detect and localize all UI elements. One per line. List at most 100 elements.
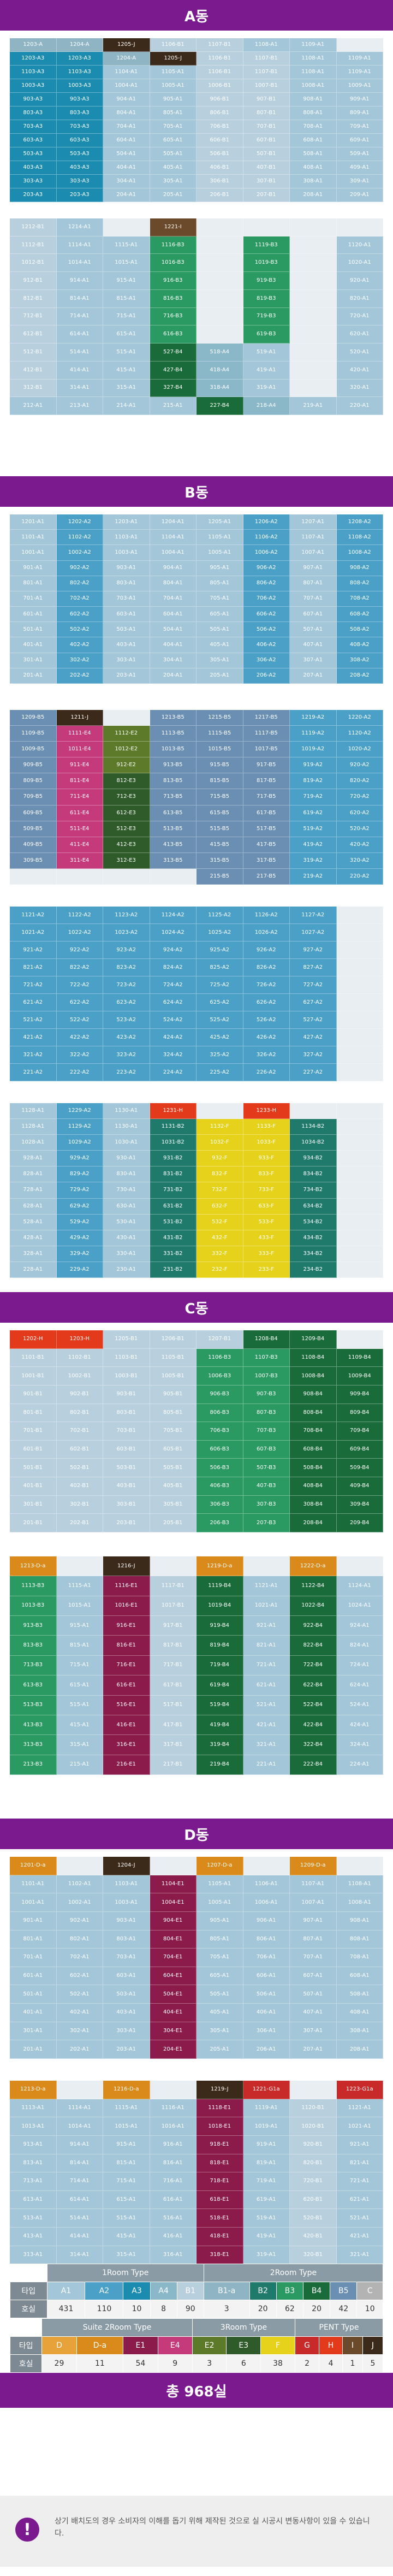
legend-type-cell: B1-a — [203, 2282, 250, 2300]
unit-cell: 812-E3 — [103, 773, 150, 790]
legend-group-header: 2Room Type — [203, 2264, 384, 2282]
unit-cell: 702-B1 — [56, 1422, 103, 1441]
unit-cell: 1019-B4 — [196, 1596, 243, 1616]
legend-type-cell: B1 — [176, 2282, 204, 2300]
unit-cell: 408-A1 — [336, 2004, 383, 2022]
unit-cell: 919-A2 — [290, 757, 337, 774]
unit-cell: 1102-A1 — [56, 1875, 103, 1894]
unit-cell: 916-E1 — [103, 1616, 150, 1636]
unit-cell: 331-B2 — [150, 1246, 196, 1262]
legend-count-cell: 38 — [260, 2354, 295, 2373]
unit-cell: 1008-A2 — [336, 545, 383, 561]
unit-cell: 913-B3 — [10, 1616, 57, 1636]
unit-cell: 1108-A2 — [336, 530, 383, 546]
unit-cell: 608-A1 — [336, 1967, 383, 1986]
unit-cell: 512-E3 — [103, 821, 150, 837]
unit-cell: 304-E1 — [150, 2022, 196, 2041]
unit-header-cell: 1215-B5 — [196, 710, 243, 726]
unit-cell: 801-A1 — [10, 576, 57, 591]
unit-cell: 627-A2 — [290, 994, 337, 1011]
unit-cell: 206-A1 — [243, 2040, 290, 2059]
unit-cell: 802-A2 — [56, 576, 103, 591]
unit-cell: 732-F — [196, 1182, 243, 1199]
unit-cell: 227-B4 — [196, 397, 243, 415]
legend-count-cell: 9 — [157, 2354, 193, 2373]
unit-cell: 1101-A1 — [10, 1875, 57, 1894]
unit-cell: 1116-E1 — [103, 1576, 150, 1596]
unit-cell — [336, 1151, 383, 1167]
unit-cell: 715-A1 — [56, 1655, 103, 1676]
legend-row-count-label: 호실 — [9, 2354, 43, 2373]
unit-cell: 1105-B1 — [150, 1348, 196, 1367]
unit-cell: 321-A2 — [10, 1046, 57, 1064]
unit-cell: 515-A1 — [103, 2209, 150, 2228]
unit-cell: 228-A1 — [10, 1262, 57, 1278]
unit-cell: 1021-A1 — [336, 2117, 383, 2136]
unit-cell: 305-A1 — [196, 2022, 243, 2041]
unit-cell: 905-A1 — [150, 93, 196, 106]
unit-cell: 1121-A1 — [336, 2099, 383, 2118]
unit-cell: 329-A2 — [56, 1246, 103, 1262]
unit-cell: 703-A3 — [10, 120, 57, 134]
unit-cell — [290, 289, 337, 308]
unit-cell — [336, 1214, 383, 1230]
unit-cell: 609-B5 — [10, 805, 57, 821]
unit-cell: 408-A2 — [336, 637, 383, 653]
unit-cell: 1006-B1 — [196, 79, 243, 93]
unit-cell: 713-B5 — [150, 789, 196, 806]
unit-header-cell — [103, 218, 150, 236]
floor-plan-block: 1128-A1 1229-A2 1130-A1 1231-H 1233-H 1128-A1… — [10, 1103, 383, 1278]
unit-cell: 515-A1 — [103, 344, 150, 362]
unit-cell: 415-A1 — [103, 361, 150, 380]
unit-cell: 720-A2 — [336, 789, 383, 806]
unit-cell: 1120-A2 — [336, 726, 383, 742]
unit-cell: 721-A1 — [336, 2172, 383, 2191]
unit-cell: 806-B1 — [196, 106, 243, 120]
unit-cell: 712-E3 — [103, 789, 150, 806]
unit-header-cell: 1202-H — [10, 1330, 57, 1349]
legend-type-cell: D-a — [76, 2336, 124, 2355]
unit-cell: 717-B1 — [150, 1655, 196, 1676]
unit-cell: 508-B4 — [290, 1459, 337, 1478]
unit-cell: 307-A1 — [290, 653, 337, 668]
unit-cell: 719-A1 — [243, 2172, 290, 2191]
unit-header-cell: 1209-B4 — [290, 1330, 337, 1349]
unit-cell: 905-B1 — [150, 1385, 196, 1404]
unit-cell: 807-A1 — [290, 576, 337, 591]
unit-cell: 717-B5 — [243, 789, 290, 806]
legend-count-cell: 42 — [330, 2300, 358, 2318]
unit-cell: 1105-A1 — [196, 530, 243, 546]
unit-cell: 703-B1 — [103, 1422, 150, 1441]
unit-cell: 519-B4 — [196, 1695, 243, 1715]
unit-cell — [336, 924, 383, 941]
unit-cell: 224-A2 — [150, 1064, 196, 1081]
notice-text: 상기 배치도의 경우 소비자의 이해를 돕기 위해 제작된 것으로 실 시공시 … — [55, 2517, 370, 2538]
unit-cell: 1106-B3 — [196, 1348, 243, 1367]
unit-header-cell: 1220-A2 — [336, 710, 383, 726]
unit-cell: 907-A1 — [290, 560, 337, 576]
unit-cell: 819-A2 — [290, 773, 337, 790]
unit-cell: 302-A2 — [56, 653, 103, 668]
unit-cell: 820-A2 — [336, 773, 383, 790]
unit-cell: 1001-B1 — [10, 1367, 57, 1385]
unit-header-cell: 1222-D-a — [290, 1556, 337, 1577]
unit-cell: 912-B1 — [10, 272, 57, 290]
unit-header-cell — [336, 907, 383, 924]
unit-cell: 709-B4 — [336, 1422, 383, 1441]
floor-plan-block: 1202-H 1203-H 1205-B1 1206-B1 1207-B1 1208-B4… — [10, 1330, 383, 1532]
unit-cell: 520-A1 — [336, 344, 383, 362]
unit-cell: 405-A1 — [150, 161, 196, 175]
unit-cell: 815-A1 — [103, 289, 150, 308]
legend-type-cell: E1 — [123, 2336, 158, 2355]
unit-cell: 903-A1 — [103, 1911, 150, 1930]
unit-cell: 408-A1 — [290, 161, 337, 175]
unit-cell: 828-A1 — [10, 1166, 57, 1183]
unit-cell: 1109-A1 — [336, 66, 383, 79]
unit-cell: 805-A1 — [196, 576, 243, 591]
unit-cell: 915-A1 — [103, 272, 150, 290]
legend-type-cell: A4 — [150, 2282, 177, 2300]
unit-cell: 306-B3 — [196, 1495, 243, 1514]
unit-cell: 203-A3 — [10, 188, 57, 202]
unit-cell: 217-B5 — [243, 868, 290, 885]
unit-cell: 832-F — [196, 1166, 243, 1183]
